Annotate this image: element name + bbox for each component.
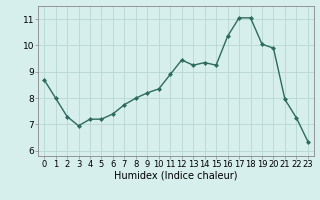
X-axis label: Humidex (Indice chaleur): Humidex (Indice chaleur) <box>114 171 238 181</box>
